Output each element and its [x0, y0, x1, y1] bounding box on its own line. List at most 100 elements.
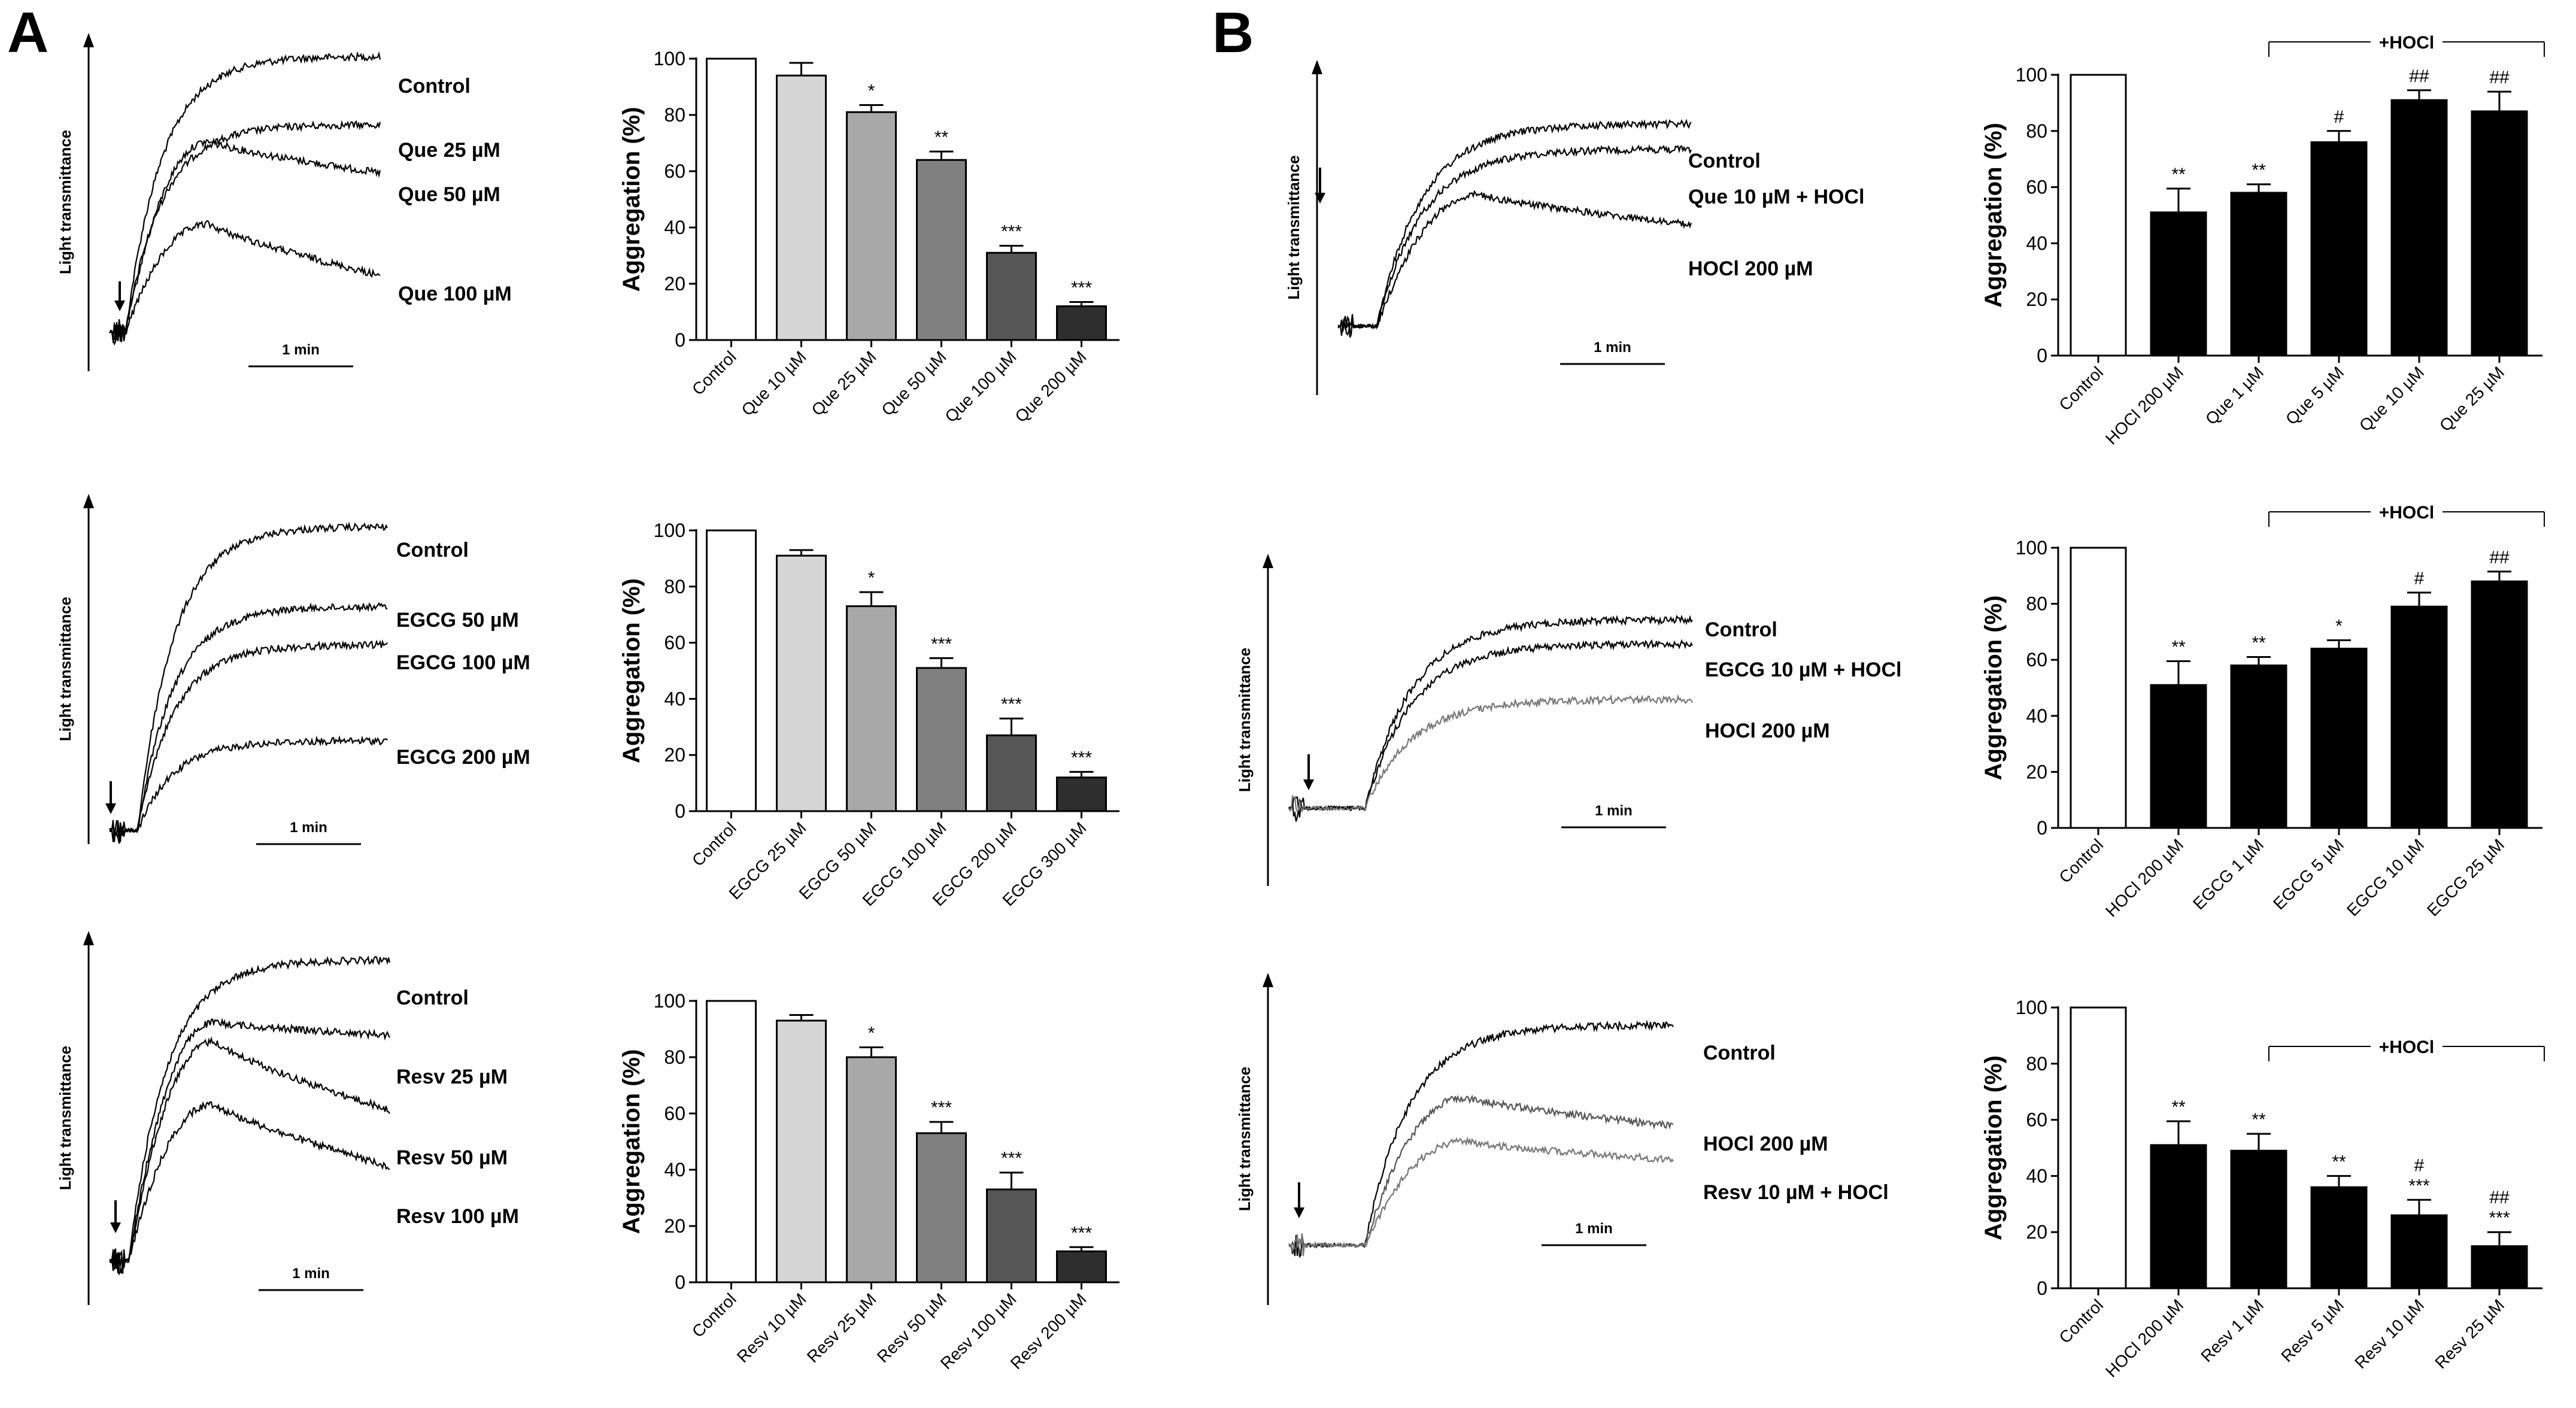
- trace-y-label: Light transmittance: [1236, 648, 1254, 792]
- trace-label: Resv 100 µM: [396, 1205, 519, 1228]
- bar: [706, 529, 757, 812]
- x-tick-label: Control: [688, 347, 740, 399]
- y-tick-label: 40: [2026, 232, 2047, 254]
- significance-mark: **: [934, 128, 949, 147]
- trace-line: [109, 521, 388, 838]
- trace-label: Que 50 µM: [398, 183, 500, 206]
- y-tick-label: 0: [675, 1272, 685, 1293]
- x-tick-label: Que 50 µM: [878, 347, 949, 419]
- y-tick-label: 80: [664, 104, 685, 126]
- significance-mark: #: [2414, 569, 2425, 588]
- y-tick-label: 20: [664, 273, 685, 295]
- y-tick-label: 100: [2016, 64, 2047, 86]
- scale-bar-label: 1 min: [1575, 1221, 1613, 1237]
- trace-label: HOCl 200 µM: [1705, 720, 1830, 742]
- hocl-bracket-label: +HOCl: [2379, 503, 2435, 523]
- bar: [2230, 1149, 2287, 1289]
- trace-chart-A3: Light transmittance Control Resv 25 µM Resv…: [56, 931, 519, 1305]
- bar: [2150, 1144, 2207, 1289]
- significance-mark: ***: [1001, 222, 1022, 242]
- y-tick-label: 100: [2016, 997, 2047, 1018]
- significance-mark: **: [2171, 638, 2186, 657]
- trace-line: [1288, 639, 1693, 822]
- trace-label: Resv 25 µM: [396, 1066, 508, 1088]
- trace-y-axis-arrowhead: [83, 33, 94, 47]
- x-tick-label: Que 25 µM: [808, 347, 879, 419]
- x-tick-label: EGCG 10 µM: [2343, 835, 2428, 920]
- trace-y-axis-arrowhead: [1263, 554, 1273, 568]
- y-tick-label: 60: [2026, 177, 2047, 198]
- x-tick-label: Que 200 µM: [1011, 347, 1090, 426]
- trace-line: [1288, 1094, 1674, 1254]
- trace-line: [109, 735, 388, 842]
- trace-label: Resv 50 µM: [396, 1146, 508, 1169]
- bar: [1056, 1250, 1107, 1283]
- trace-label: Que 25 µM: [398, 139, 500, 162]
- y-tick-label: 100: [654, 520, 685, 541]
- panel-label-b: B: [1212, 1, 1254, 65]
- x-tick-label: Control: [688, 1289, 740, 1341]
- y-tick-label: 80: [2026, 593, 2047, 615]
- agonist-arrow-head: [1315, 193, 1325, 204]
- bar-y-label: Aggregation (%): [1980, 596, 2007, 781]
- significance-mark: **: [2252, 633, 2266, 653]
- scale-bar-label: 1 min: [290, 820, 327, 836]
- y-tick-label: 60: [664, 160, 685, 182]
- bar: [2070, 1006, 2127, 1289]
- trace-line: [1337, 190, 1692, 338]
- x-tick-label: Que 100 µM: [941, 347, 1020, 426]
- bar: [776, 74, 827, 341]
- trace-y-axis-arrowhead: [1312, 60, 1322, 74]
- trace-chart-B2: Light transmittance Control EGCG 10 µM + H…: [1236, 554, 1902, 886]
- trace-label: Control: [398, 75, 471, 98]
- x-tick-label: Control: [2055, 835, 2107, 887]
- bar: [846, 605, 897, 812]
- x-tick-label: Resv 10 µM: [733, 1289, 810, 1366]
- trace-line: [1288, 694, 1693, 813]
- y-tick-label: 60: [664, 1103, 685, 1124]
- trace-y-label: Light transmittance: [56, 597, 74, 741]
- trace-line: [109, 955, 391, 1274]
- trace-label: Resv 10 µM + HOCl: [1703, 1181, 1889, 1204]
- significance-mark: *: [2335, 616, 2343, 636]
- y-tick-label: 80: [664, 1046, 685, 1068]
- bar: [2310, 141, 2368, 357]
- x-tick-label: HOCl 200 µM: [2102, 1295, 2187, 1380]
- trace-line: [1288, 1136, 1674, 1257]
- bar: [2390, 99, 2448, 357]
- trace-y-label: Light transmittance: [1285, 155, 1303, 299]
- y-tick-label: 20: [2026, 1221, 2047, 1243]
- significance-mark: **: [2252, 160, 2266, 180]
- trace-y-axis-arrowhead: [83, 494, 94, 508]
- agonist-arrow-head: [114, 301, 125, 311]
- x-tick-label: Que 10 µM: [2356, 363, 2428, 435]
- bar: [2471, 110, 2528, 357]
- bar: [2390, 605, 2448, 829]
- significance-mark: *: [868, 1024, 875, 1043]
- bar: [2150, 211, 2207, 357]
- trace-line: [1288, 1019, 1674, 1258]
- bar: [2230, 664, 2287, 829]
- bar-y-label: Aggregation (%): [1980, 123, 2007, 308]
- hocl-bracket-label: +HOCl: [2379, 1037, 2435, 1057]
- bar: [2070, 547, 2127, 829]
- trace-chart-B1: Light transmittance Control Que 10 µM + HO…: [1285, 60, 1865, 395]
- bar: [2230, 192, 2287, 357]
- x-tick-label: Que 5 µM: [2282, 363, 2347, 428]
- trace-line: [109, 1101, 390, 1267]
- bar: [2471, 1245, 2528, 1289]
- significance-mark: ##: [2489, 68, 2510, 87]
- significance-mark: ***: [931, 1098, 952, 1118]
- trace-label: EGCG 200 µM: [396, 746, 530, 769]
- x-tick-label: EGCG 25 µM: [2423, 835, 2508, 920]
- significance-mark: ***: [2489, 1208, 2510, 1228]
- y-tick-label: 100: [2016, 537, 2047, 559]
- trace-y-axis-arrowhead: [1263, 973, 1273, 987]
- x-tick-label: HOCl 200 µM: [2102, 363, 2187, 448]
- bar: [1056, 776, 1107, 812]
- trace-chart-A2: Light transmittance Control EGCG 50 µM EGCG…: [56, 494, 530, 845]
- significance-mark: ***: [1071, 278, 1092, 298]
